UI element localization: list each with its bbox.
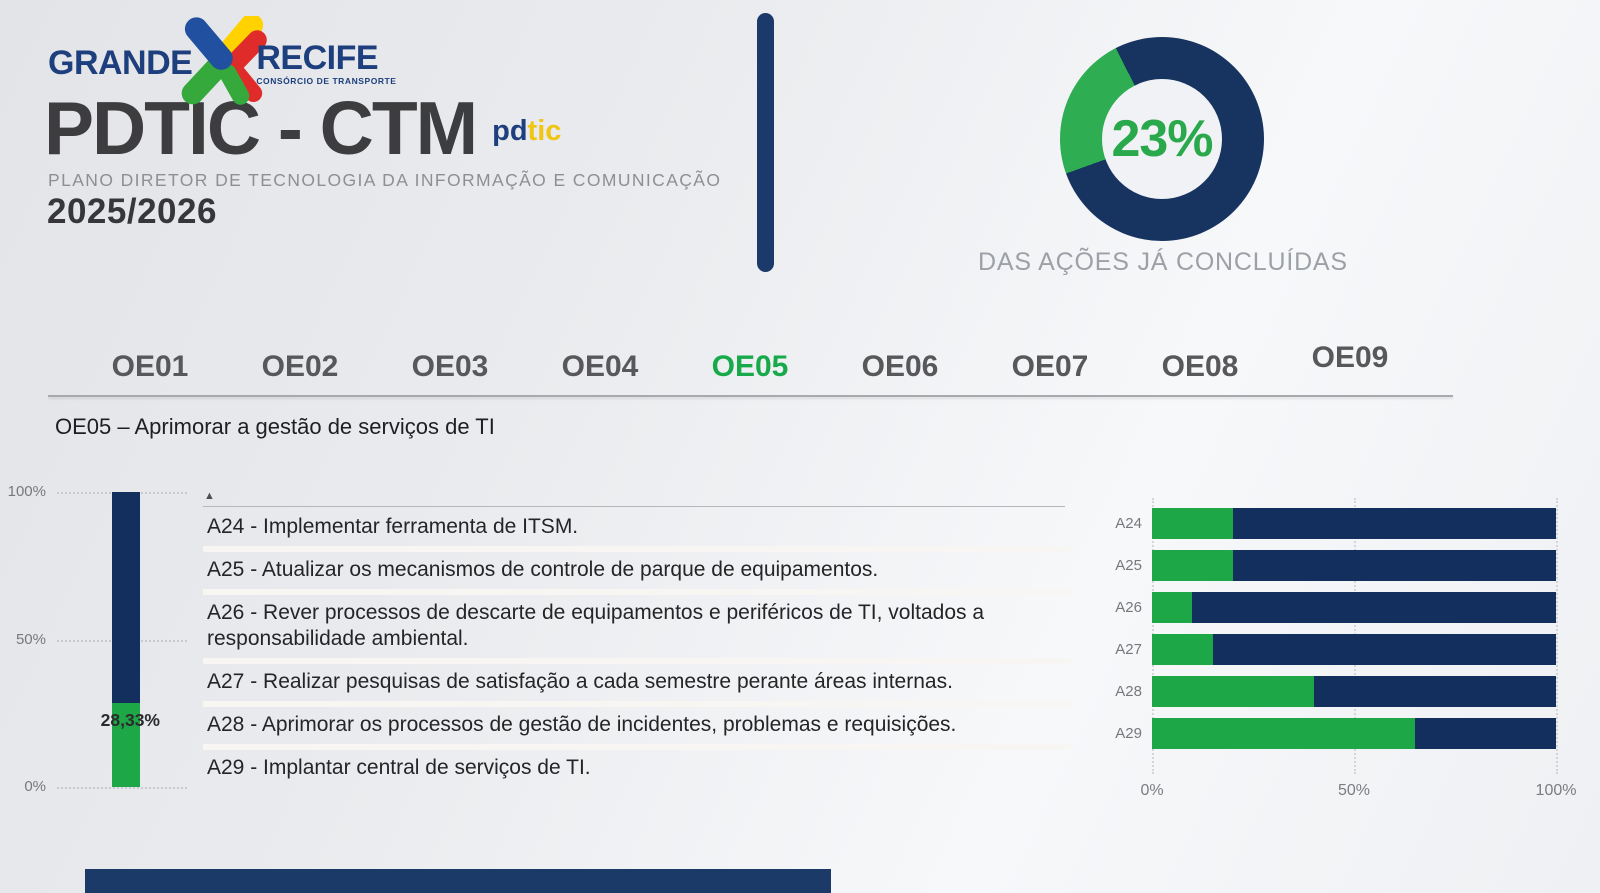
bar-chart-category-labels: A24 A25 A26 A27 A28 A29 (1098, 508, 1142, 760)
grande-recife-logo: GRANDE RECIFE CONSÓRCIO DE TRANSPORTE (48, 16, 397, 108)
x-axis-tick-100%: 100% (1535, 782, 1577, 799)
remaining-segment-a27[interactable] (1212, 634, 1556, 665)
y-axis-tick-100%: 100% (7, 483, 46, 500)
tab-oe02[interactable]: OE02 (261, 350, 339, 383)
donut-hole (1102, 79, 1222, 199)
page-period: 2025/2026 (47, 192, 217, 231)
completed-segment-a26[interactable] (1152, 592, 1193, 623)
x-axis-tick-50%: 50% (1337, 782, 1371, 799)
page-subtitle: PLANO DIRETOR DE TECNOLOGIA DA INFORMAÇÃ… (48, 170, 722, 190)
logo-text-grande: GRANDE (48, 43, 193, 82)
action-row-a29[interactable]: A29 - Implantar central de serviços de T… (203, 744, 1071, 787)
logo-text-recife: RECIFE (256, 38, 379, 77)
bar-label-a28: A28 (1115, 683, 1142, 700)
actions-progress-bar-chart: A24 A25 A26 A27 A28 A29 0% 50% 100% (1098, 498, 1576, 799)
pdtic-badge: pdtic (492, 115, 561, 147)
action-row-a24[interactable]: A24 - Implementar ferramenta de ITSM. (207, 515, 579, 538)
donut-caption: DAS AÇÕES JÁ CONCLUÍDAS (978, 248, 1348, 276)
actions-table: A24 - Implementar ferramenta de ITSM. A25… (203, 509, 1071, 787)
tab-oe04[interactable]: OE04 (561, 350, 639, 383)
bar-label-a26: A26 (1115, 599, 1142, 616)
bar-label-a27: A27 (1115, 641, 1142, 658)
bar-label-a25: A25 (1115, 557, 1142, 574)
section-title: OE05 – Aprimorar a gestão de serviços de… (55, 414, 495, 439)
completed-segment-a28[interactable] (1152, 676, 1314, 707)
bar-label-a29: A29 (1115, 725, 1142, 742)
tab-oe08[interactable]: OE08 (1161, 350, 1239, 383)
table-header-divider (203, 506, 1065, 507)
remaining-segment-a26[interactable] (1192, 592, 1556, 623)
action-row-a28[interactable]: A28 - Aprimorar os processos de gestão d… (203, 701, 1071, 744)
action-row-a25[interactable]: A25 - Atualizar os mecanismos de control… (203, 546, 1071, 589)
remaining-segment-a28[interactable] (1313, 676, 1556, 707)
bar-chart-x-axis: 0% 50% 100% (1140, 782, 1576, 802)
page-title: PDTIC - CTM pdtic (44, 90, 561, 169)
donut-center-value: 23% (1111, 110, 1213, 168)
overall-progress-data-label: 28,33% (100, 710, 160, 730)
tab-oe03[interactable]: OE03 (411, 350, 489, 383)
x-axis-tick-0%: 0% (1140, 782, 1164, 799)
tab-oe05[interactable]: OE05 (711, 350, 789, 383)
progress-bar-a27[interactable] (1152, 634, 1556, 665)
pdtic-badge-tic: tic (527, 115, 562, 147)
logo-right-block: RECIFE CONSÓRCIO DE TRANSPORTE (256, 41, 396, 86)
overall-progress-bar[interactable] (112, 492, 140, 787)
bar-chart-plot-area: 0% 50% 100% (1140, 498, 1576, 799)
overall-bar-remaining-segment[interactable] (112, 492, 140, 704)
y-axis-tick-0%: 0% (24, 778, 46, 795)
y-axis-tick-50%: 50% (15, 630, 46, 648)
completed-segment-a24[interactable] (1152, 508, 1233, 539)
completed-segment-a27[interactable] (1152, 634, 1213, 665)
sort-ascending-icon[interactable]: ▲ (204, 490, 215, 502)
tab-oe06[interactable]: OE06 (861, 350, 939, 383)
tab-oe07[interactable]: OE07 (1011, 350, 1089, 383)
y-gridline-0% (57, 787, 187, 789)
remaining-segment-a25[interactable] (1232, 550, 1556, 581)
progress-bar-a29[interactable] (1152, 718, 1556, 749)
logo-tagline: CONSÓRCIO DE TRANSPORTE (256, 75, 397, 86)
bottom-navy-bar (85, 869, 831, 893)
x-gridline-100% (1556, 498, 1558, 774)
action-row-a27[interactable]: A27 - Realizar pesquisas de satisfação a… (203, 658, 1071, 701)
completed-segment-a29[interactable] (1152, 718, 1415, 749)
tab-oe01[interactable]: OE01 (111, 350, 189, 383)
progress-bar-a24[interactable] (1152, 508, 1556, 539)
progress-bar-a26[interactable] (1152, 592, 1556, 623)
oe-tab-bar: OE01 OE02 OE03 OE04 OE05 OE06 OE07 OE08 OE09 (75, 341, 1425, 384)
action-row-a26[interactable]: A26 - Rever processos de descarte de equ… (203, 589, 1071, 658)
donut-chart[interactable]: 23% (1060, 37, 1264, 241)
remaining-segment-a24[interactable] (1232, 508, 1556, 539)
progress-bar-a25[interactable] (1152, 550, 1556, 581)
overall-bar-completed-segment[interactable] (112, 703, 140, 787)
grande-recife-x-icon (182, 16, 268, 105)
remaining-segment-a29[interactable] (1414, 718, 1556, 749)
tab-bar-underline (48, 395, 1453, 397)
pdtic-badge-pd: pd (492, 115, 528, 147)
progress-bar-a28[interactable] (1152, 676, 1556, 707)
tab-oe09[interactable]: OE09 (1311, 341, 1389, 374)
vertical-divider (757, 13, 774, 272)
page-title-text: PDTIC - CTM (44, 86, 478, 170)
bar-label-a24: A24 (1115, 515, 1142, 532)
completed-segment-a25[interactable] (1152, 550, 1233, 581)
